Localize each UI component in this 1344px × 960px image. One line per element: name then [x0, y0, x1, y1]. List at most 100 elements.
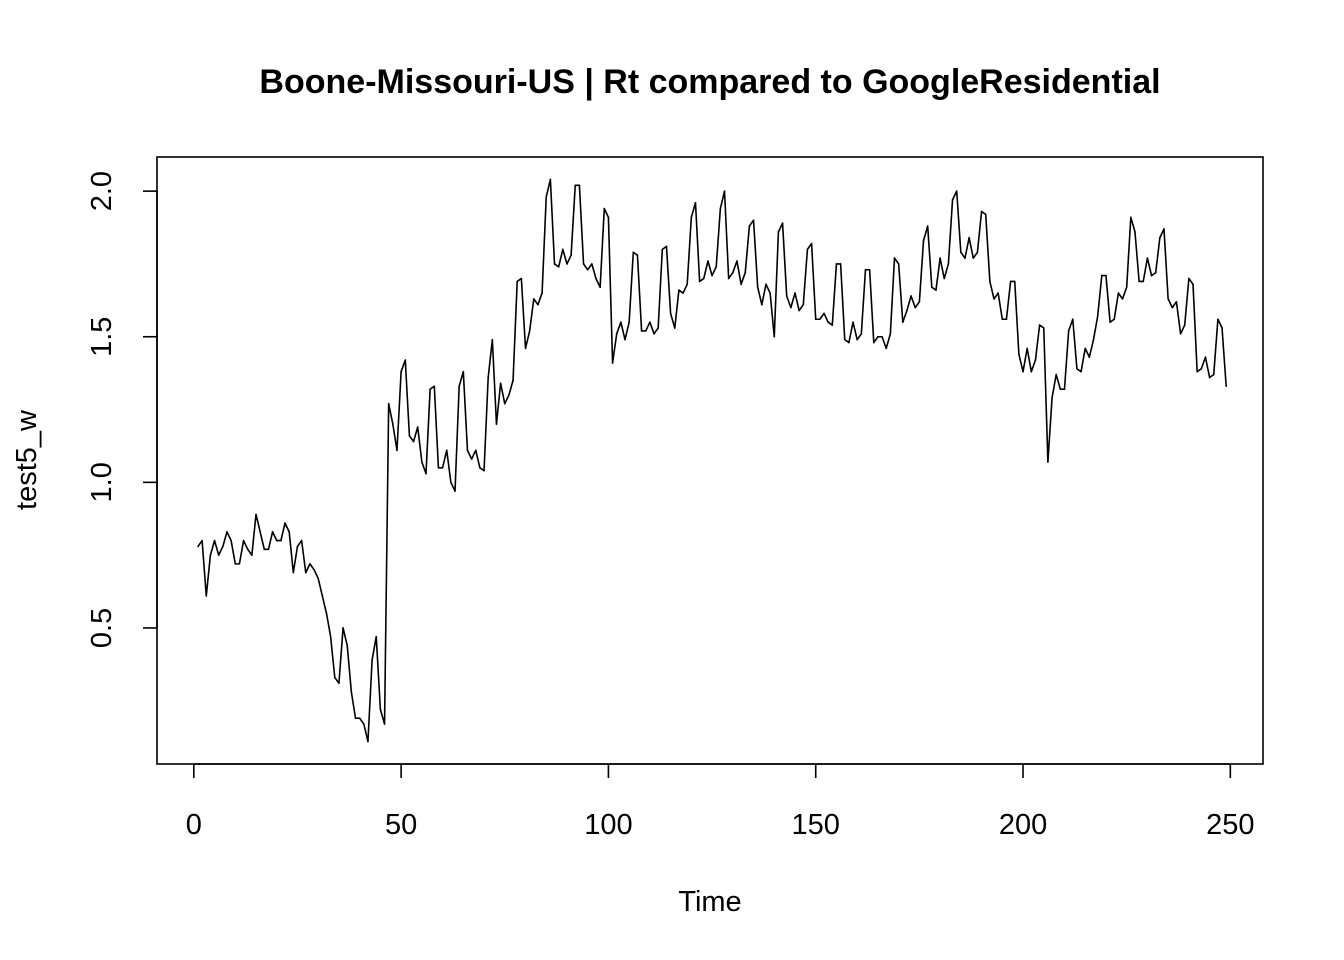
- data-point: [396, 449, 398, 452]
- data-point: [644, 330, 647, 332]
- data-point: [678, 289, 680, 291]
- data-point: [255, 513, 257, 516]
- data-point: [1183, 324, 1186, 326]
- data-point: [313, 568, 315, 571]
- data-point: [280, 539, 282, 542]
- y-tick-label: 1.5: [86, 317, 118, 357]
- data-point: [1196, 370, 1198, 373]
- data-point: [392, 423, 394, 425]
- data-point: [802, 303, 805, 306]
- data-point: [1125, 286, 1128, 289]
- data-point: [707, 260, 709, 262]
- data-point: [732, 271, 734, 274]
- data-point: [831, 324, 834, 326]
- data-point: [864, 268, 867, 271]
- data-point: [1188, 277, 1190, 280]
- data-point: [984, 213, 987, 216]
- data-point: [400, 370, 402, 373]
- data-point: [1084, 347, 1087, 350]
- data-point: [300, 539, 303, 542]
- data-point: [636, 254, 639, 256]
- data-point: [358, 717, 361, 720]
- data-point: [611, 362, 614, 364]
- data-point: [947, 263, 950, 265]
- data-point: [217, 554, 220, 556]
- data-point: [889, 333, 892, 335]
- data-point: [972, 257, 975, 259]
- data-point: [246, 548, 249, 551]
- data-point: [931, 286, 933, 289]
- data-point: [785, 295, 788, 297]
- data-point: [736, 260, 738, 262]
- data-point: [1154, 271, 1157, 274]
- data-point: [354, 717, 357, 720]
- data-point: [1200, 367, 1203, 370]
- chart-title: Boone-Missouri-US | Rt compared to Googl…: [259, 63, 1160, 101]
- data-point: [408, 434, 411, 437]
- data-point: [1026, 347, 1028, 350]
- data-point: [1088, 356, 1091, 358]
- data-point: [205, 595, 208, 597]
- data-point: [918, 300, 921, 303]
- data-point: [1076, 367, 1078, 370]
- data-point: [487, 376, 489, 379]
- x-tick-label: 50: [385, 809, 417, 841]
- data-point: [769, 292, 771, 294]
- data-point: [839, 263, 842, 265]
- data-point: [201, 539, 203, 542]
- data-point: [1134, 231, 1136, 233]
- data-point: [259, 531, 261, 533]
- data-point: [872, 341, 875, 344]
- data-point: [1105, 274, 1107, 277]
- data-point: [682, 292, 684, 294]
- data-point: [798, 309, 800, 312]
- y-tick-label: 0.5: [86, 608, 118, 648]
- data-point: [570, 254, 572, 256]
- data-point: [997, 292, 999, 294]
- data-point: [458, 385, 460, 388]
- data-point: [1022, 370, 1024, 373]
- data-point: [491, 338, 494, 341]
- data-point: [209, 554, 212, 556]
- data-point: [615, 333, 618, 335]
- data-point: [806, 248, 809, 251]
- data-point: [885, 347, 888, 350]
- data-point: [893, 257, 896, 259]
- data-point: [574, 184, 577, 187]
- data-point: [288, 531, 290, 533]
- data-point: [1221, 327, 1223, 329]
- data-point: [454, 490, 456, 492]
- data-point: [1080, 370, 1082, 373]
- data-point: [470, 458, 473, 460]
- data-point: [1212, 373, 1215, 376]
- data-point: [338, 682, 340, 685]
- data-point: [520, 277, 523, 280]
- data-point: [877, 335, 879, 338]
- data-point: [1063, 388, 1066, 390]
- data-point: [271, 531, 274, 533]
- data-point: [1009, 280, 1012, 283]
- data-point: [607, 216, 610, 219]
- data-point: [1171, 306, 1174, 309]
- data-point: [367, 740, 369, 743]
- data-point: [1047, 461, 1049, 463]
- data-point: [230, 539, 232, 542]
- data-point: [661, 248, 664, 251]
- data-point: [790, 306, 792, 309]
- data-point: [673, 327, 676, 329]
- data-point: [1034, 359, 1037, 361]
- data-point: [603, 207, 606, 210]
- data-point: [653, 333, 655, 335]
- data-point: [242, 539, 245, 542]
- data-point: [810, 242, 813, 245]
- data-point: [197, 545, 199, 548]
- data-point: [1101, 274, 1103, 277]
- data-point: [1038, 324, 1041, 326]
- data-point: [275, 539, 278, 542]
- data-point: [702, 277, 705, 280]
- data-point: [553, 263, 556, 265]
- data-point: [848, 341, 850, 344]
- data-point: [1192, 283, 1194, 286]
- x-axis-label: Time: [678, 886, 741, 918]
